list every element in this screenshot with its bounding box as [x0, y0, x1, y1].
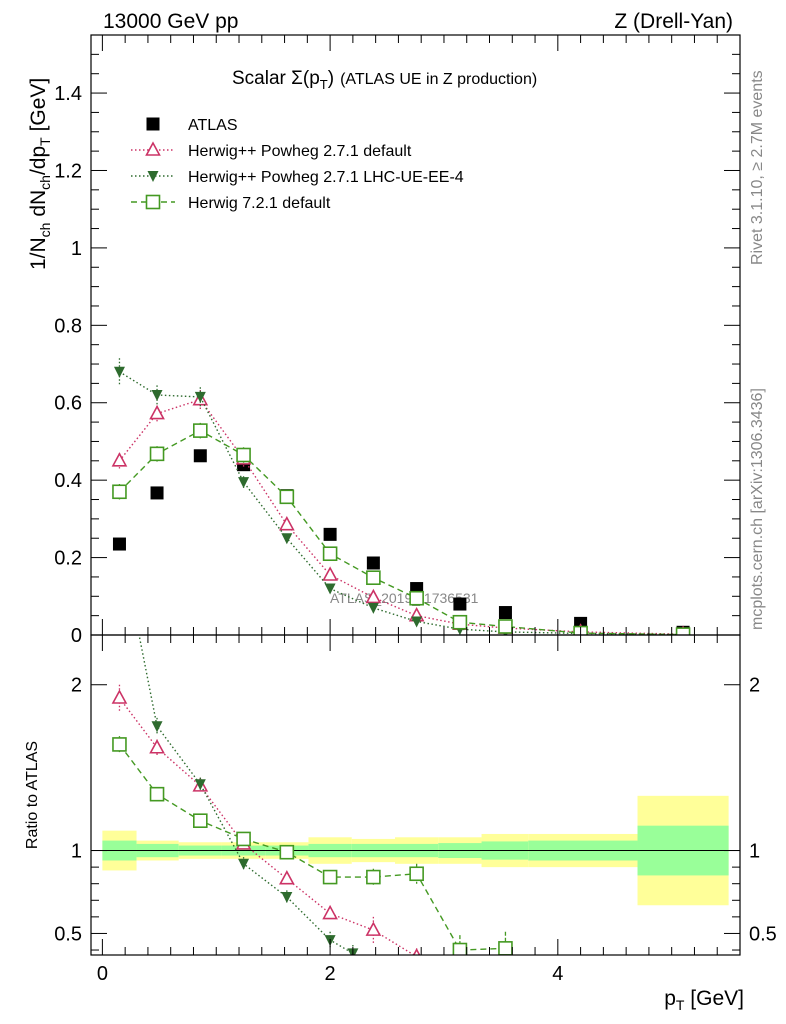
ratio-point-herwig72-7 — [409, 866, 424, 882]
main-point-herwig_pp_lhc-1 — [151, 390, 163, 401]
ratio-point-herwig72-1 — [149, 786, 165, 802]
ratio-point-herwig72-6 — [366, 869, 381, 885]
header-right: Z (Drell-Yan) — [614, 10, 733, 33]
legend-marker-herwig_pp_lhc — [147, 171, 159, 182]
ratio-point-herwig_pp_default-0 — [111, 689, 128, 704]
main-point-herwig72-4 — [279, 489, 295, 505]
main-point-herwig_pp_default-5 — [322, 566, 338, 581]
ratio-point-herwig_pp_lhc-2 — [194, 779, 206, 791]
header-left: 13000 GeV pp — [103, 10, 238, 33]
ratio-point-herwig_pp_lhc-3 — [238, 858, 250, 870]
ratio-y-tick-label-0: 0.5 — [54, 923, 82, 945]
main-point-atlas-6 — [366, 556, 380, 570]
main-point-atlas-1 — [150, 486, 164, 500]
ratio-y-tick-label-right-0: 0.5 — [749, 923, 777, 945]
ratio-y-tick-label-2: 2 — [71, 675, 82, 697]
ratio-y-tick-label-right-2: 2 — [749, 675, 760, 697]
x-tick-label-0: 0 — [97, 963, 108, 985]
x-axis-label: pT [GeV] — [664, 987, 744, 1013]
ratio-point-herwig72-5 — [322, 869, 338, 885]
legend-marker-atlas — [146, 117, 160, 131]
main-point-atlas-2 — [193, 449, 207, 463]
legend-label-herwig72: Herwig 7.2.1 default — [188, 195, 331, 212]
ratio-point-herwig72-3 — [236, 831, 251, 847]
plot-title: Scalar Σ(pT) (ATLAS UE in Z production) — [232, 68, 537, 92]
ratio-y-axis-label: Ratio to ATLAS — [24, 741, 41, 849]
main-point-herwig_pp_lhc-0 — [113, 366, 125, 378]
main-point-herwig_pp_lhc-2 — [194, 391, 206, 403]
main-y-tick-label-1: 0.2 — [54, 548, 82, 570]
ratio-point-herwig_pp_default-4 — [278, 870, 295, 885]
main-series-atlas — [112, 449, 690, 635]
ratio-point-herwig72-9 — [498, 941, 513, 955]
main-point-herwig_pp_lhc-4 — [281, 533, 293, 545]
x-tick-label-2: 4 — [552, 963, 563, 985]
main-series-group — [111, 358, 691, 635]
main-y-tick-label-5: 1 — [71, 238, 82, 260]
legend: ATLAS Herwig++ Powheg 2.7.1 default Herwig… — [131, 117, 464, 212]
x-tick-label-1: 2 — [325, 963, 336, 985]
main-point-herwig_pp_lhc-5 — [324, 583, 336, 595]
ratio-series-group — [111, 635, 513, 955]
ratio-point-herwig_pp_default-7 — [412, 947, 421, 955]
main-point-atlas-9 — [498, 606, 512, 620]
main-point-herwig72-7 — [409, 590, 424, 606]
main-y-tick-label-4: 0.8 — [54, 315, 82, 337]
legend-label-herwig_pp_lhc: Herwig++ Powheg 2.7.1 LHC-UE-EE-4 — [188, 169, 464, 186]
ratio-y-tick-label-right-1: 1 — [749, 841, 760, 863]
axes-group: 0 2 4 0 0.2 0.4 0.6 0.8 1 1.2 1.4 0.5 0.5 1 1 2 2 — [54, 34, 777, 985]
main-line-herwig_pp_default — [118, 398, 684, 635]
ratio-line-herwig72 — [118, 744, 506, 951]
ratio-point-herwig72-0 — [112, 737, 127, 752]
main-point-herwig_pp_default-0 — [111, 452, 128, 467]
ratio-point-herwig_pp_default-5 — [322, 904, 338, 920]
main-y-tick-label-0: 0 — [71, 625, 82, 647]
main-line-herwig_pp_lhc — [119, 371, 684, 635]
plot-title-rest: (ATLAS UE in Z production) — [340, 71, 537, 88]
plot-title-sub: T — [320, 77, 328, 92]
main-point-herwig_pp_lhc-3 — [238, 477, 250, 489]
main-point-herwig72-0 — [112, 484, 127, 500]
ratio-point-herwig72-2 — [193, 813, 208, 828]
main-point-herwig_pp_lhc-6 — [367, 602, 379, 614]
ratio-line-herwig_pp_default — [118, 697, 416, 955]
rivet-label: Rivet 3.1.10, ≥ 2.7M events — [749, 70, 766, 265]
legend-label-herwig_pp_default: Herwig++ Powheg 2.7.1 default — [188, 143, 412, 160]
plot-title-suffix: ) — [328, 68, 334, 89]
ratio-uncertainty-bands — [91, 795, 740, 906]
main-point-herwig_pp_default-4 — [278, 515, 295, 531]
main-point-herwig72-2 — [193, 423, 208, 438]
ratio-point-herwig_pp_default-6 — [365, 921, 382, 936]
main-point-herwig_pp_lhc-7 — [411, 616, 423, 628]
ratio-point-herwig_pp_lhc-1 — [151, 721, 163, 733]
main-y-tick-label-2: 0.4 — [54, 470, 82, 492]
legend-marker-herwig72 — [145, 194, 161, 210]
main-point-herwig72-8 — [452, 614, 468, 630]
mcplots-label: mcplots.cern.ch [arXiv:1306.3436] — [749, 388, 766, 630]
main-y-tick-label-7: 1.4 — [54, 83, 82, 105]
main-y-tick-label-6: 1.2 — [54, 160, 82, 182]
main-point-herwig72-1 — [149, 446, 165, 462]
legend-label-atlas: ATLAS — [188, 117, 238, 134]
ratio-point-herwig_pp_lhc-4 — [281, 891, 293, 903]
main-series-herwig72 — [112, 422, 691, 635]
ratio-frame — [90, 634, 741, 956]
ratio-point-herwig72-4 — [279, 844, 295, 860]
main-point-herwig72-5 — [322, 546, 338, 562]
main-y-axis-label: 1/Nch dNch/dpT [GeV] — [27, 78, 53, 270]
main-point-herwig_pp_default-1 — [149, 404, 165, 420]
main-point-herwig_pp_default-6 — [365, 588, 382, 604]
main-y-tick-label-3: 0.6 — [54, 393, 82, 415]
main-point-herwig72-9 — [498, 619, 513, 634]
plot-title-prefix: Scalar Σ(p — [232, 68, 320, 89]
main-point-atlas-0 — [112, 537, 126, 551]
main-point-herwig72-6 — [366, 570, 381, 586]
main-point-atlas-5 — [323, 527, 337, 541]
ratio-point-herwig_pp_default-1 — [149, 739, 165, 754]
main-point-herwig72-3 — [236, 447, 251, 463]
main-point-atlas-8 — [453, 597, 467, 611]
legend-marker-herwig_pp_default — [145, 141, 161, 156]
ratio-y-tick-label-1: 1 — [71, 841, 82, 863]
